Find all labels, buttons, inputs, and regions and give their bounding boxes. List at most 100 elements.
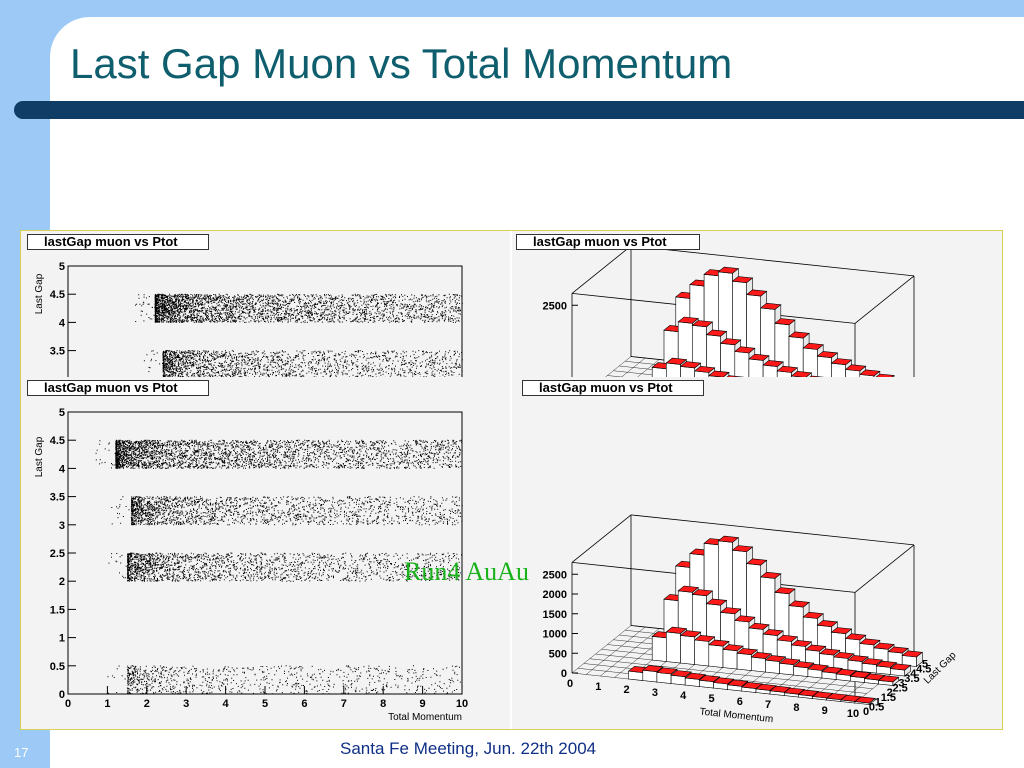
bar-top <box>833 651 855 659</box>
y-tick-label: 0 <box>59 689 65 701</box>
bar-top <box>748 353 770 361</box>
bar-front <box>708 644 724 668</box>
bar-top <box>684 672 707 680</box>
y-tick-label: 4 <box>59 463 66 475</box>
y-tick-label: 3.5 <box>50 346 65 358</box>
bar-top <box>875 660 898 668</box>
x-tick-label: 2 <box>624 684 630 696</box>
bar-top <box>847 655 869 662</box>
scatter-band-0 <box>95 439 463 469</box>
scatter-plot: 0 0.5 1 1.5 2 2.5 3 3.5 4 4.5 5 0 1 2 3 4 5 6 7 8 9 10 Total M… <box>34 407 468 723</box>
bar-top <box>705 598 728 606</box>
x-tick-label: 4 <box>680 690 687 702</box>
bar-top <box>859 638 881 646</box>
y-tick-label: 1.5 <box>50 604 65 616</box>
lego-bar <box>889 663 912 677</box>
x-tick-label: 6 <box>301 698 307 710</box>
x-tick-label: 1 <box>595 681 601 693</box>
x-axis-label: Total Momentum <box>699 707 774 726</box>
bar-front <box>694 639 710 667</box>
y-tick-label: 2 <box>59 576 65 588</box>
x-tick-label: 6 <box>737 696 743 708</box>
x-tick-label: 10 <box>847 708 859 720</box>
bar-top <box>804 644 827 652</box>
bar-top <box>861 658 883 666</box>
bar-top <box>677 585 699 593</box>
bar-top <box>750 651 773 659</box>
bar-top <box>719 607 742 615</box>
lego-plot-shifted: 2500 <box>543 245 915 377</box>
x-tick-label: 10 <box>456 698 468 710</box>
lego-bar <box>844 364 867 377</box>
bar-top <box>717 266 740 274</box>
bar-top <box>693 365 716 373</box>
y-tick-label: 3.5 <box>904 673 919 685</box>
panel-title: lastGap muon vs Ptot <box>516 234 700 250</box>
lego-plot-top: 2500 <box>543 245 915 377</box>
bar-top <box>705 329 728 337</box>
lego-bar <box>877 675 900 687</box>
y-tick-label: 4.5 <box>50 289 65 301</box>
bar-top <box>698 675 721 683</box>
grid-line <box>621 357 646 377</box>
footer-text: Santa Fe Meeting, Jun. 22th 2004 <box>340 739 597 758</box>
bar-top <box>844 633 867 641</box>
y-tick-label: 4 <box>59 317 66 329</box>
bar-front <box>642 669 658 683</box>
bar-top <box>731 545 754 553</box>
x-tick-label: 9 <box>420 698 426 710</box>
bar-top <box>776 634 799 642</box>
bar-top <box>849 671 872 679</box>
bar-top <box>762 360 784 367</box>
x-tick-label: 1 <box>104 698 110 710</box>
bar-top <box>670 670 692 678</box>
z-tick-label: 1500 <box>543 609 567 621</box>
x-tick-label: 0 <box>65 698 71 710</box>
bar-top <box>818 648 841 656</box>
lego-bar <box>901 650 924 668</box>
bar-top <box>759 302 782 310</box>
bar-top <box>762 629 784 636</box>
y-tick-label: 5 <box>59 407 65 419</box>
frame-edge <box>630 245 915 277</box>
bar-top <box>830 358 853 366</box>
bars <box>627 535 924 706</box>
bar-top <box>722 644 744 652</box>
bar-front <box>680 366 695 377</box>
page-number: 17 <box>14 745 29 760</box>
panel-title: lastGap muon vs Ptot <box>522 380 704 396</box>
x-tick-label: 4 <box>223 698 230 710</box>
lego-bar <box>809 375 826 377</box>
bar-top <box>877 675 900 683</box>
frame-edge <box>854 544 915 593</box>
bar-top <box>816 351 839 359</box>
bar-top <box>665 357 688 365</box>
y-tick-label: 4 <box>910 668 917 680</box>
bar-front <box>656 672 672 684</box>
lego-bar <box>726 375 744 377</box>
y-tick-label: 0.5 <box>869 701 884 713</box>
scatter-plot-top: 5 4.5 4 3.5 Last Gap <box>34 261 463 377</box>
x-tick-label: 7 <box>341 698 347 710</box>
bar-top <box>835 668 857 676</box>
y-tick-label: 1 <box>59 633 65 645</box>
bar-top <box>844 364 867 372</box>
frame-edge <box>571 245 632 294</box>
bar-top <box>691 589 714 597</box>
y-tick-label: 4.5 <box>50 435 65 447</box>
x-tick-label: 8 <box>380 698 386 710</box>
bar-front <box>722 648 738 670</box>
bar-top <box>774 587 796 595</box>
bar-top <box>859 369 881 377</box>
y-tick-label: 1 <box>875 697 881 709</box>
x-tick-label: 0 <box>567 678 573 690</box>
bar-front <box>791 375 804 377</box>
bar-top <box>873 642 895 650</box>
bar-top <box>790 639 813 647</box>
panel-bottom-right: 0 500 1000 1500 2000 2500 0 1 2 3 4 5 6 7 8 9 10 Total Mo… <box>512 377 1002 729</box>
lego-bar <box>859 369 881 377</box>
x-tick-label: 5 <box>262 698 268 710</box>
bar-top <box>788 600 810 608</box>
bar-top <box>774 318 796 326</box>
frame-edge <box>630 514 915 546</box>
